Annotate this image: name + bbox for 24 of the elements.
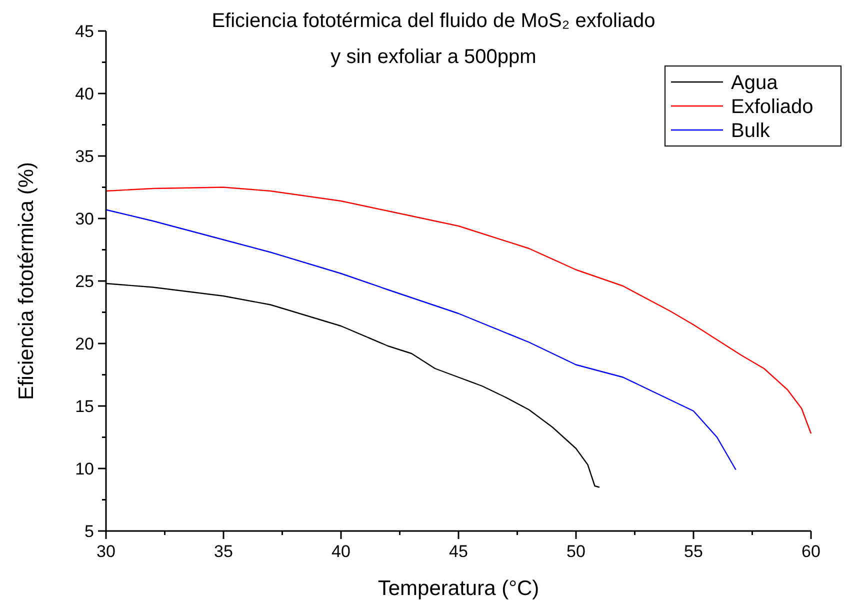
line-series [105, 186, 812, 434]
line-series [105, 209, 736, 470]
x-tick-label: 55 [684, 542, 703, 561]
y-tick-label: 15 [75, 397, 94, 416]
y-axis-title: Eficiencia fototérmica (%) [15, 162, 38, 400]
x-tick-label: 40 [332, 542, 350, 561]
y-tick-label: 45 [75, 22, 94, 41]
x-tick-label: 35 [214, 542, 233, 561]
y-tick-label: 40 [75, 84, 94, 104]
x-tick-label: 30 [96, 542, 116, 561]
x-tick-label: 45 [449, 542, 468, 561]
y-tick-label: 10 [75, 460, 94, 478]
y-tick-label: 25 [75, 272, 94, 291]
legend-label: Exfoliado [731, 96, 814, 118]
y-tick-label: 35 [75, 147, 94, 166]
y-tick-label: 30 [75, 210, 94, 228]
y-tick-label: 20 [75, 334, 94, 354]
x-axis-title: Temperatura (°C) [378, 577, 540, 600]
x-tick-label: 50 [566, 542, 586, 561]
chart-title: Eficiencia fototérmica del fluido de MoS₂ exfoliado y sin exfoliar a 500ppm [212, 10, 656, 68]
x-tick-label: 60 [802, 542, 820, 561]
legend-label: Bulk [731, 120, 771, 142]
legend-label: Agua [731, 72, 779, 94]
y-tick-label: 5 [84, 522, 94, 541]
